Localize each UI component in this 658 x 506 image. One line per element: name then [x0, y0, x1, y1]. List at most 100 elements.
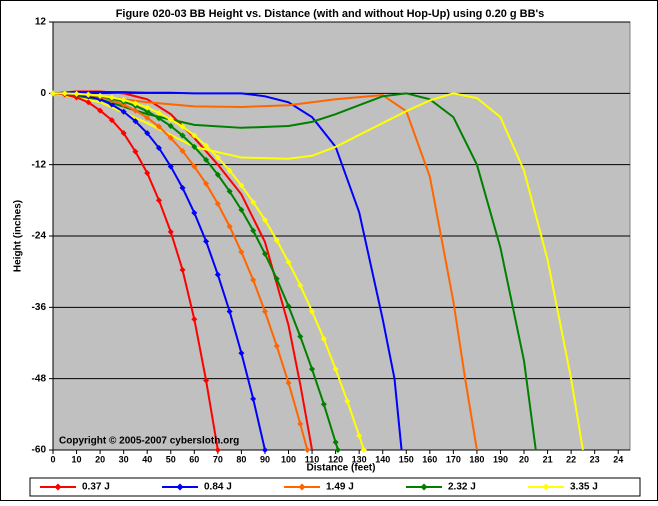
marker: [155, 115, 162, 122]
legend-label: 3.35 J: [570, 482, 598, 493]
marker: [273, 275, 280, 282]
legend-marker: [176, 483, 184, 491]
marker: [155, 197, 162, 204]
marker: [191, 132, 198, 139]
marker: [203, 238, 210, 245]
legend-label: 1.49 J: [326, 482, 354, 493]
marker: [250, 276, 257, 283]
marker: [238, 249, 245, 256]
marker: [179, 184, 186, 191]
hopup-line: [52, 92, 537, 451]
x-tick-label: 20: [519, 454, 529, 464]
annotation: Copyright © 2005-2007 cybersloth.org: [59, 436, 239, 447]
marker: [285, 379, 292, 386]
marker: [332, 366, 339, 373]
x-tick-label: 0: [50, 454, 55, 464]
marker: [238, 182, 245, 189]
marker: [203, 377, 210, 384]
marker: [203, 180, 210, 187]
x-axis-label: Distance (feet): [307, 463, 376, 474]
x-tick-label: 20: [95, 454, 105, 464]
legend-marker: [54, 483, 62, 491]
marker: [238, 206, 245, 213]
marker: [108, 94, 115, 101]
x-tick-label: 21: [543, 454, 553, 464]
x-tick-label: 150: [399, 454, 414, 464]
marker: [304, 447, 311, 453]
marker: [309, 366, 316, 373]
marker: [167, 228, 174, 235]
marker: [214, 200, 221, 207]
marker: [73, 90, 80, 97]
marker: [285, 259, 292, 266]
marker: [179, 266, 186, 273]
marker: [309, 308, 316, 315]
marker: [250, 199, 257, 206]
marker: [261, 447, 268, 453]
x-tick-label: 130: [352, 454, 367, 464]
hopup-line: [52, 91, 403, 451]
marker: [273, 237, 280, 244]
marker: [320, 401, 327, 408]
marker: [167, 116, 174, 123]
chart-title: Figure 020-03 BB Height vs. Distance (wi…: [116, 8, 545, 20]
marker: [297, 420, 304, 427]
marker: [191, 316, 198, 323]
marker: [120, 130, 127, 137]
marker: [214, 271, 221, 278]
x-tick-label: 10: [72, 454, 82, 464]
marker: [334, 447, 341, 453]
marker: [132, 107, 139, 114]
marker: [250, 395, 257, 402]
legend-marker: [420, 483, 428, 491]
y-axis-label: Height (inches): [13, 200, 24, 272]
hopup-line: [52, 92, 478, 451]
marker: [179, 147, 186, 154]
marker: [226, 167, 233, 174]
x-tick-label: 180: [469, 454, 484, 464]
y-tick-label: -24: [32, 231, 47, 242]
marker: [108, 101, 115, 108]
legend-label: 0.37 J: [82, 482, 110, 493]
marker: [144, 130, 151, 137]
marker: [191, 163, 198, 170]
legend-label: 0.84 J: [204, 482, 232, 493]
y-tick-label: 12: [35, 17, 47, 28]
legend-box: [29, 477, 641, 497]
marker: [191, 209, 198, 216]
marker: [360, 447, 367, 453]
marker: [97, 107, 104, 114]
marker: [167, 123, 174, 130]
y-tick-label: 0: [40, 88, 46, 99]
y-tick-label: -60: [32, 445, 47, 456]
x-tick-label: 50: [166, 454, 176, 464]
legend-label: 2.32 J: [448, 482, 476, 493]
marker: [203, 142, 210, 149]
marker: [179, 123, 186, 130]
marker: [226, 188, 233, 195]
marker: [344, 398, 351, 405]
marker: [297, 333, 304, 340]
marker: [155, 145, 162, 152]
x-tick-label: 24: [613, 454, 623, 464]
marker: [132, 100, 139, 107]
marker: [167, 163, 174, 170]
y-tick-label: -48: [32, 373, 47, 384]
marker: [132, 118, 139, 125]
marker: [226, 223, 233, 230]
marker: [273, 342, 280, 349]
marker: [50, 90, 56, 97]
marker: [250, 227, 257, 234]
x-tick-label: 190: [493, 454, 508, 464]
y-tick-label: -12: [32, 159, 47, 170]
marker: [261, 216, 268, 223]
marker: [179, 132, 186, 139]
x-tick-label: 170: [446, 454, 461, 464]
x-tick-label: 80: [236, 454, 246, 464]
y-tick-label: -36: [32, 302, 47, 313]
marker: [108, 117, 115, 124]
x-tick-label: 120: [328, 454, 343, 464]
marker: [120, 96, 127, 103]
marker: [226, 308, 233, 315]
marker: [144, 108, 151, 115]
